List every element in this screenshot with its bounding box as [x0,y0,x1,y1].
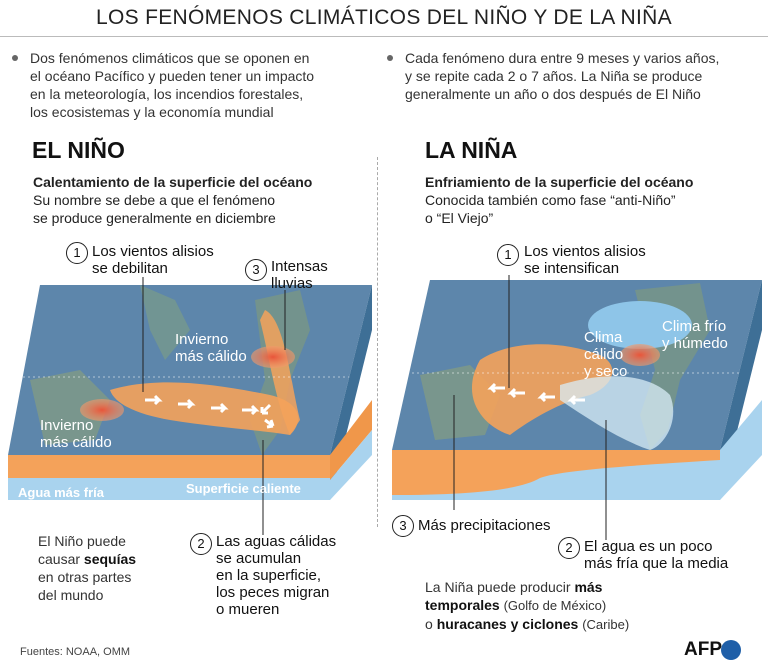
intro-right-line: Cada fenómeno dura entre 9 meses y vario… [405,50,720,66]
nino-desc-line: Su nombre se debe a que el fenómeno [33,192,276,208]
nino-warm-surface-label: Superficie caliente [186,481,301,496]
nina-heading: LA NIÑA [425,137,518,163]
nina-warm-layer [392,450,720,495]
nina-map-warm: Clima cálido y seco [584,329,628,380]
nina-footnote: La Niña puede producir más temporales (G… [425,579,630,632]
intro-left-line: el océano Pacífico y pueden tener un imp… [30,68,315,84]
nina-desc-line: Conocida también como fase “anti-Niño” [425,192,676,208]
nina-desc-line: o “El Viejo” [425,210,494,226]
nina-subtitle: Enfriamiento de la superficie del océano [425,174,694,190]
wind-arrow [264,418,275,429]
nino-land [140,285,190,360]
wind-arrow [567,394,585,406]
nino-australia [30,370,110,445]
section-divider [377,157,378,527]
nina-callout-3: Más precipitaciones [418,517,551,534]
wind-arrow [178,398,196,410]
nina-hotspot [620,344,660,366]
nina-callout-2: El agua es un poco más fría que la media [584,538,729,572]
nina-callout-2-number: 2 [558,537,580,559]
source-note: Fuentes: NOAA, OMM [20,646,131,658]
nina-description: Enfriamiento de la superficie del océano… [425,173,693,227]
nino-footnote: El Niño puede causar sequías en otras pa… [38,533,137,603]
nina-callout-1: Los vientos alisios se intensifican [524,243,646,277]
nina-warm-pool [471,344,613,435]
wind-arrow [211,402,229,414]
nino-warm-band-east [260,310,300,435]
nino-side-cold [330,430,372,500]
afp-logo: AFP [684,639,722,660]
wind-arrow [260,403,272,415]
intro-left-line: Dos fenómenos climáticos que se oponen e… [30,50,310,66]
nina-block [392,275,762,540]
intro-right-line: generalmente un año o dos después de El … [405,86,701,102]
intro-left-line: en la meteorología, los incendios forest… [30,86,304,102]
intro-left-line: los ecosistemas y la economía mundial [30,104,274,120]
nina-callout-3-number: 3 [392,515,414,537]
nino-desc-line: se produce generalmente en diciembre [33,210,276,226]
wind-arrow [507,387,525,399]
nino-hotspot-2 [80,399,124,421]
nino-hotspot-1 [251,346,295,368]
nino-callout-1: Los vientos alisios se debilitan [92,243,214,277]
wind-arrow [242,404,260,416]
intro-right: Cada fenómeno dura entre 9 meses y vario… [387,49,757,105]
nina-callout-1-number: 1 [497,244,519,266]
afp-logo-dot [721,640,741,660]
nino-heading: EL NIÑO [32,137,125,163]
nino-side-warm [330,400,372,480]
nino-callout-3: Intensas lluvias [271,258,328,292]
nino-map-winter-2: Invierno más cálido [40,417,112,451]
page-title: LOS FENÓMENOS CLIMÁTICOS DEL NIÑO Y DE L… [96,6,672,29]
nino-block [8,277,372,535]
nino-callout-3-number: 3 [245,259,267,281]
nina-cold-tongue [560,376,674,450]
wind-arrow [487,382,505,394]
nino-description: Calentamiento de la superficie del océan… [33,173,312,227]
nino-map-winter-1: Invierno más cálido [175,331,247,365]
nino-callout-2-number: 2 [190,533,212,555]
wind-arrow [145,394,163,406]
nino-subtitle: Calentamiento de la superficie del océan… [33,174,313,190]
nino-callout-1-number: 1 [66,242,88,264]
intro-left: Dos fenómenos climáticos que se oponen e… [12,49,372,123]
intro-right-line: y se repite cada 2 o 7 años. La Niña se … [405,68,703,84]
wind-arrow [537,391,555,403]
bullet-dot [387,55,393,61]
nina-side-cold [720,400,762,500]
nino-cold-water-label: Agua más fría [18,485,104,500]
nino-cold-layer [8,478,330,500]
nina-cold-spot [588,301,692,349]
title-bar: LOS FENÓMENOS CLIMÁTICOS DEL NIÑO Y DE L… [0,0,768,37]
nino-warm-band [110,382,299,435]
bullet-dot [12,55,18,61]
nina-map-cold: Clima frío y húmedo [662,318,728,352]
nino-callout-2: Las aguas cálidas se acumulan en la supe… [216,533,337,618]
